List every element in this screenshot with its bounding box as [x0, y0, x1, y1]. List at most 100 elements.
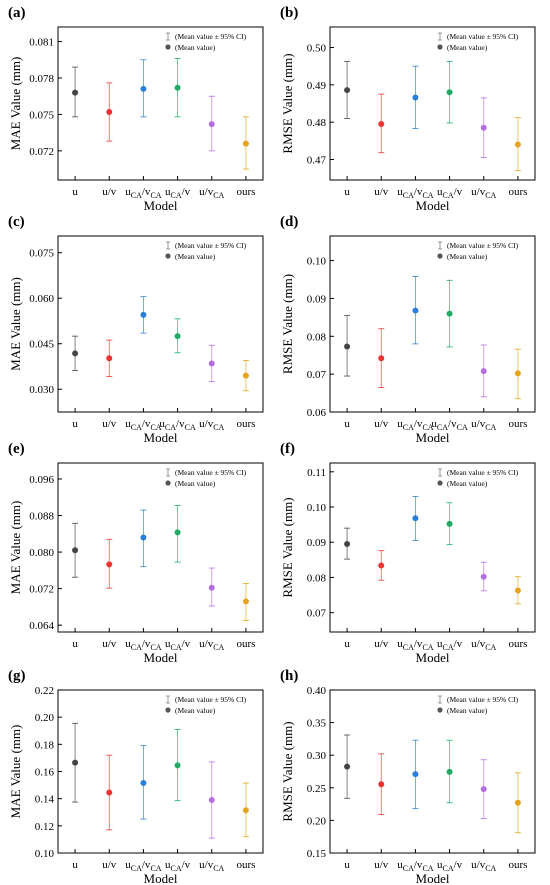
- x-tick-label: uCA/v: [165, 859, 191, 873]
- y-axis-label: MAE Value (mm): [8, 277, 23, 371]
- legend-mean-label: (Mean value): [175, 43, 216, 52]
- x-tick-label: uCA/vCA: [397, 418, 434, 432]
- y-tick-label: 0.10: [35, 848, 55, 860]
- panel-label: (c): [8, 214, 25, 230]
- y-tick-label: 0.088: [29, 511, 54, 523]
- x-label-main: u: [397, 638, 403, 650]
- x-label-mid: /v: [142, 186, 151, 198]
- legend-ci-label: (Mean value ± 95% CI): [447, 241, 519, 250]
- x-tick-label: u/v: [102, 638, 117, 650]
- x-tick-label: u: [72, 418, 78, 430]
- x-label-main: u/v: [471, 859, 486, 871]
- legend-ci-label: (Mean value ± 95% CI): [175, 241, 247, 250]
- y-axis-label: MAE Value (mm): [8, 57, 23, 151]
- mean-point: [106, 355, 113, 362]
- x-axis-label: Model: [416, 650, 450, 665]
- plot-frame: [329, 689, 536, 854]
- x-label-sub: CA: [403, 423, 414, 432]
- plot-frame: [57, 689, 264, 854]
- y-tick-label: 0.10: [307, 256, 327, 268]
- x-tick-label: u: [72, 638, 78, 650]
- x-tick-label: u: [344, 418, 350, 430]
- x-label-main: u/v: [374, 859, 389, 871]
- panel-label: (d): [280, 214, 298, 230]
- mean-point: [446, 310, 453, 317]
- y-tick-label: 0.075: [29, 248, 54, 260]
- x-label-main: u/v: [199, 186, 214, 198]
- x-tick-label: uCA/vCA: [431, 418, 468, 432]
- panel-h: 0.150.200.250.300.350.40u u/v uCA/vCA uCA/v…: [280, 668, 536, 885]
- mean-point: [480, 124, 487, 131]
- mean-point: [480, 368, 487, 375]
- legend-mean-symbol: [165, 480, 171, 486]
- y-tick-label: 0.08: [307, 331, 327, 343]
- mean-point: [72, 547, 79, 554]
- mean-point: [412, 515, 419, 522]
- y-tick-label: 0.09: [307, 537, 327, 549]
- plot-frame: [57, 26, 264, 181]
- x-tick-label: uCA/v: [165, 638, 191, 652]
- legend-mean-symbol: [437, 480, 443, 486]
- x-label-main: u/v: [102, 418, 117, 430]
- x-tick-label: ours: [508, 638, 527, 650]
- x-label-mid: /v: [182, 638, 191, 650]
- x-label-main: u: [125, 186, 131, 198]
- x-label-main: u/v: [102, 186, 117, 198]
- y-axis-label: RMSE Value (mm): [280, 497, 295, 597]
- mean-point: [378, 355, 385, 362]
- x-tick-label: uCA/vCA: [125, 186, 162, 200]
- plot-frame: [329, 235, 536, 413]
- mean-point: [140, 534, 147, 541]
- x-tick-label: uCA/vCA: [125, 638, 162, 652]
- x-tick-label: u/v: [374, 638, 389, 650]
- x-tick-label: u/v: [374, 418, 389, 430]
- x-label-sub: CA: [150, 423, 161, 432]
- x-label-main: ours: [236, 418, 255, 430]
- x-label-mid: /v: [414, 859, 423, 871]
- x-tick-label: u/vCA: [471, 418, 496, 432]
- x-tick-label: uCA/v: [437, 859, 463, 873]
- mean-point: [412, 307, 419, 314]
- x-tick-label: u/vCA: [199, 418, 224, 432]
- x-tick-label: uCA/vCA: [125, 418, 162, 432]
- x-tick-label: ours: [508, 186, 527, 198]
- x-tick-label: u/vCA: [199, 186, 224, 200]
- legend-ci-label: (Mean value ± 95% CI): [175, 32, 247, 41]
- x-label-sub: CA: [150, 643, 161, 652]
- y-tick-label: 0.096: [29, 474, 54, 486]
- x-label-main: u/v: [374, 418, 389, 430]
- y-tick-label: 0.07: [307, 369, 327, 381]
- legend-mean-label: (Mean value): [175, 706, 216, 715]
- legend-mean-label: (Mean value): [175, 252, 216, 261]
- x-label-main: u: [437, 186, 443, 198]
- x-label-sub: CA: [403, 864, 414, 873]
- x-axis-label: Model: [144, 430, 178, 445]
- x-label-sub: CA: [165, 423, 176, 432]
- x-label-sub: CA: [442, 864, 453, 873]
- y-axis-label: RMSE Value (mm): [280, 53, 295, 153]
- y-tick-label: 0.25: [307, 783, 327, 795]
- x-label-main: u/v: [471, 418, 486, 430]
- mean-point: [174, 333, 181, 340]
- x-label-mid: /v: [454, 638, 463, 650]
- x-label-main: u: [72, 418, 78, 430]
- y-tick-label: 0.11: [307, 467, 326, 479]
- mean-point: [242, 140, 249, 147]
- y-tick-label: 0.40: [307, 685, 327, 697]
- y-tick-label: 0.072: [29, 584, 54, 596]
- x-axis-label: Model: [144, 198, 178, 213]
- x-label-sub: CA: [422, 643, 433, 652]
- x-tick-label: u/v: [374, 859, 389, 871]
- legend-mean-label: (Mean value): [447, 252, 488, 261]
- x-tick-label: u/v: [102, 859, 117, 871]
- mean-point: [174, 84, 181, 91]
- x-label-mid: /v: [414, 638, 423, 650]
- mean-point: [344, 763, 351, 770]
- mean-point: [446, 520, 453, 527]
- x-tick-label: u/vCA: [471, 859, 496, 873]
- legend-ci-label: (Mean value ± 95% CI): [447, 32, 519, 41]
